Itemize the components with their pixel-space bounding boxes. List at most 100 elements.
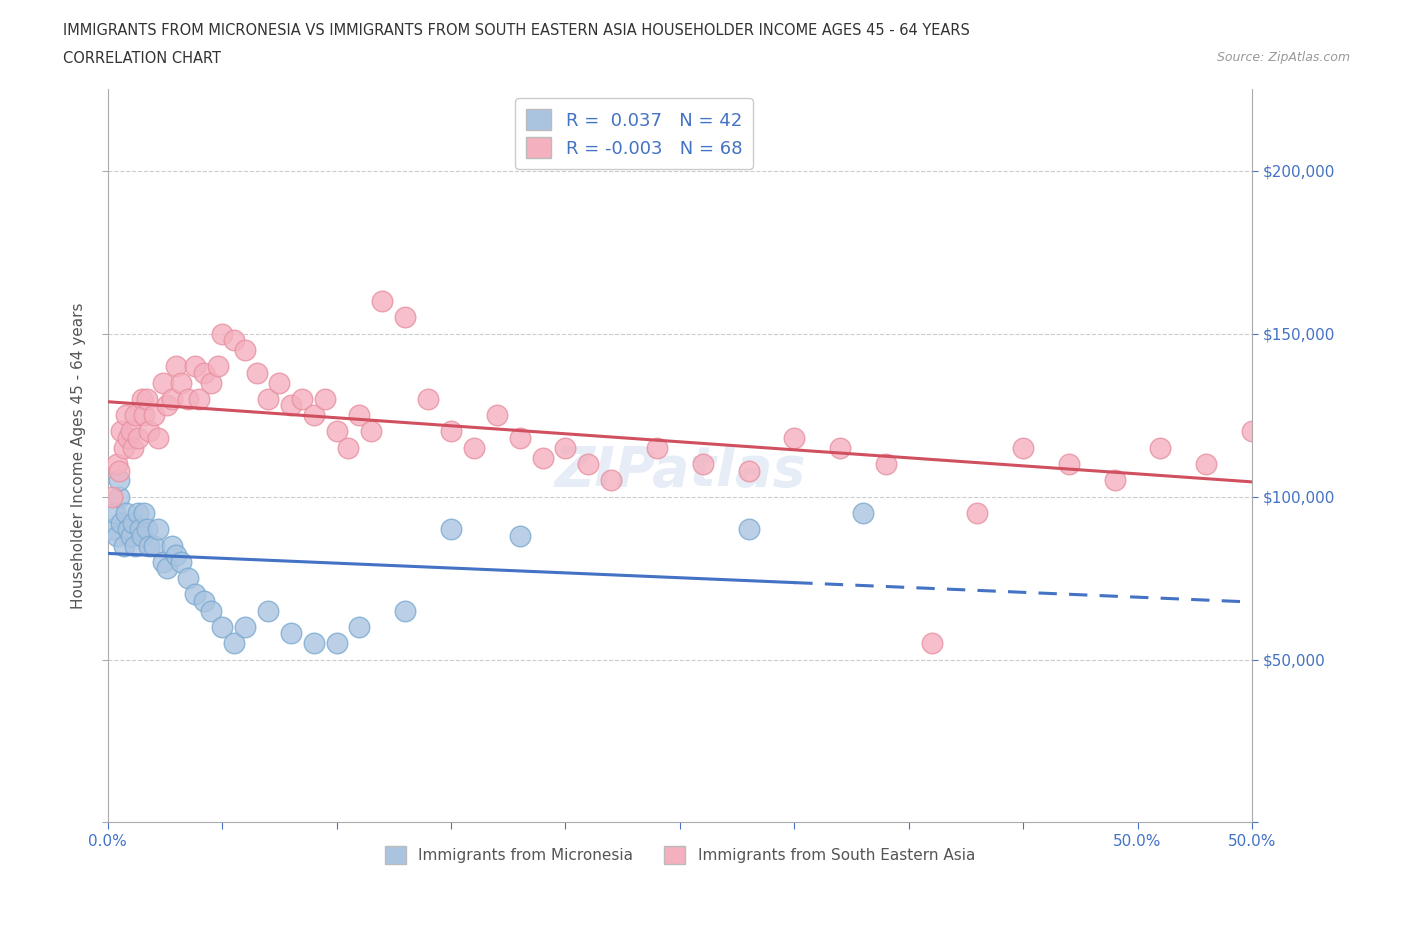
Point [200,375,222,390]
Point [127,431,149,445]
Point [127,506,149,521]
Point [170,375,193,390]
Point [152,554,174,569]
Point [117,431,139,445]
Point [966,506,988,521]
Point [135,522,157,537]
Point [131,528,153,543]
Point [302,636,325,651]
Point [349,619,371,634]
Point [828,440,851,455]
Point [200,604,222,618]
Point [207,359,229,374]
Point [211,619,233,634]
Point [120,528,142,543]
Point [257,604,280,618]
Point [124,538,146,553]
Point [188,392,211,406]
Point [105,528,128,543]
Point [138,424,160,439]
Point [1057,457,1080,472]
Point [576,457,599,472]
Point [101,489,124,504]
Point [440,522,463,537]
Point [135,392,157,406]
Text: CORRELATION CHART: CORRELATION CHART [63,51,221,66]
Point [233,619,256,634]
Point [394,604,416,618]
Point [302,407,325,422]
Point [875,457,897,472]
Point [183,359,205,374]
Point [325,636,347,651]
Point [783,431,806,445]
Point [1104,473,1126,488]
Point [440,424,463,439]
Point [257,392,280,406]
Point [138,538,160,553]
Point [418,392,440,406]
Point [146,431,169,445]
Point [112,440,135,455]
Point [245,365,267,380]
Point [1240,424,1263,439]
Point [554,440,576,455]
Point [165,359,187,374]
Point [134,407,156,422]
Point [193,593,215,608]
Text: Source: ZipAtlas.com: Source: ZipAtlas.com [1216,51,1350,64]
Point [509,528,531,543]
Point [222,636,245,651]
Point [314,392,336,406]
Point [142,407,165,422]
Point [360,424,382,439]
Legend: Immigrants from Micronesia, Immigrants from South Eastern Asia: Immigrants from Micronesia, Immigrants f… [378,840,981,870]
Point [325,424,347,439]
Point [737,463,759,478]
Point [122,515,145,530]
Point [104,506,127,521]
Y-axis label: Householder Income Ages 45 - 64 years: Householder Income Ages 45 - 64 years [72,302,86,609]
Point [371,294,394,309]
Point [177,571,200,586]
Point [531,450,554,465]
Point [193,365,215,380]
Point [600,473,623,488]
Point [165,548,187,563]
Point [337,440,360,455]
Point [120,424,142,439]
Point [128,522,150,537]
Point [645,440,668,455]
Point [463,440,485,455]
Point [1195,457,1218,472]
Point [134,506,156,521]
Point [394,310,416,325]
Point [921,636,943,651]
Point [177,392,200,406]
Point [269,375,291,390]
Point [1012,440,1035,455]
Point [124,407,146,422]
Point [1149,440,1171,455]
Point [101,522,124,537]
Point [115,407,138,422]
Point [115,506,138,521]
Text: IMMIGRANTS FROM MICRONESIA VS IMMIGRANTS FROM SOUTH EASTERN ASIA HOUSEHOLDER INC: IMMIGRANTS FROM MICRONESIA VS IMMIGRANTS… [63,23,970,38]
Point [692,457,714,472]
Point [160,392,183,406]
Point [349,407,371,422]
Point [105,457,128,472]
Point [737,522,759,537]
Point [108,489,131,504]
Point [110,515,132,530]
Point [509,431,531,445]
Point [156,561,179,576]
Point [152,375,174,390]
Text: ZIPatlas: ZIPatlas [554,444,806,498]
Point [142,538,165,553]
Point [146,522,169,537]
Point [291,392,314,406]
Point [1286,440,1309,455]
Point [156,398,179,413]
Point [170,554,193,569]
